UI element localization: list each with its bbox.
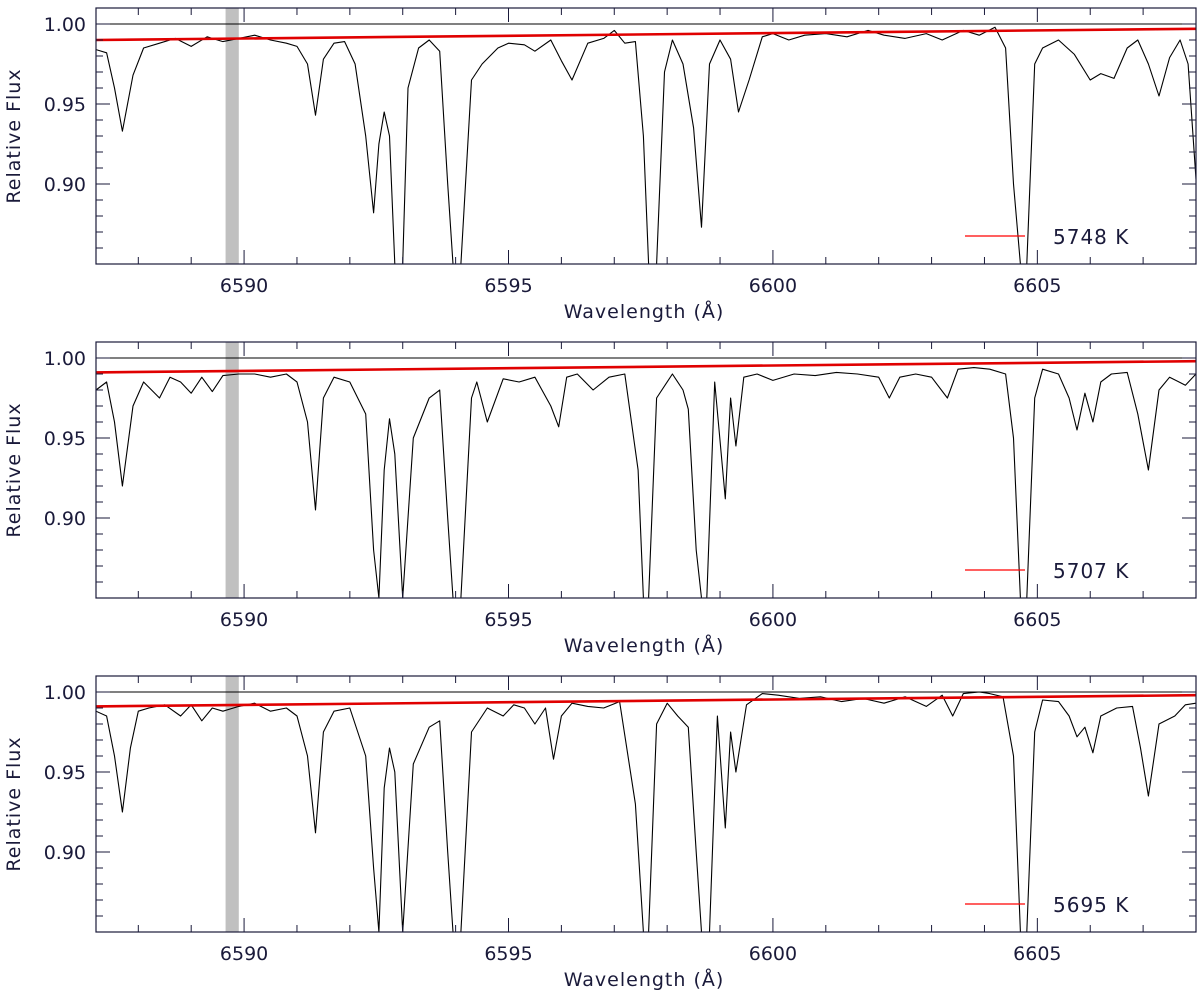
plot-frame — [95, 341, 1197, 599]
x-tick-label: 6595 — [484, 275, 532, 297]
y-tick-label: 0.90 — [44, 174, 86, 196]
y-tick-label: 1.00 — [44, 682, 86, 704]
x-axis-title: Wavelength (Å) — [564, 300, 725, 323]
shaded-band — [225, 8, 239, 264]
shaded-band — [225, 676, 239, 932]
x-axis-title: Wavelength (Å) — [564, 968, 725, 991]
y-axis-title: Relative Flux — [3, 736, 25, 871]
y-axis-title: Relative Flux — [3, 68, 25, 203]
x-tick-label: 6600 — [749, 943, 797, 965]
continuum-line — [96, 693, 1196, 708]
panel-2: 6590 6595 6600 6605 0.90 0.95 1.00 Wavelength (… — [3, 341, 1197, 657]
continuum-line — [96, 359, 1196, 374]
plot-frame — [95, 7, 1197, 265]
legend-label: 5707 K — [1053, 559, 1129, 583]
plot-area — [96, 8, 1196, 264]
panel-1: 6590 6595 6600 6605 0.90 0.95 1.00 Wavelength (… — [3, 7, 1197, 323]
y-tick-label: 1.00 — [44, 348, 86, 370]
x-tick-label: 6605 — [1013, 275, 1061, 297]
plot-area — [96, 342, 1196, 598]
x-tick-label: 6590 — [220, 275, 268, 297]
spectrum-line — [96, 367, 1196, 598]
x-tick-label: 6605 — [1013, 943, 1061, 965]
x-tick-label: 6595 — [484, 943, 532, 965]
continuum-line — [96, 27, 1196, 42]
x-axis-title: Wavelength (Å) — [564, 634, 725, 657]
y-tick-label: 0.95 — [44, 94, 86, 116]
y-tick-label: 0.90 — [44, 508, 86, 530]
legend-label: 5695 K — [1053, 893, 1129, 917]
x-tick-label: 6600 — [749, 609, 797, 631]
plot-area — [96, 676, 1196, 932]
x-tick-label: 6595 — [484, 609, 532, 631]
y-axis-title: Relative Flux — [3, 402, 25, 537]
shaded-band — [225, 342, 239, 598]
spectrum-line — [96, 26, 1196, 264]
x-tick-label: 6600 — [749, 275, 797, 297]
x-tick-label: 6605 — [1013, 609, 1061, 631]
x-tick-label: 6590 — [220, 943, 268, 965]
panel-3: 6590 6595 6600 6605 0.90 0.95 1.00 Wavelength (… — [3, 675, 1197, 991]
plot-frame — [95, 675, 1197, 933]
y-tick-label: 0.95 — [44, 762, 86, 784]
legend-label: 5748 K — [1053, 225, 1129, 249]
spectrum-line — [96, 691, 1196, 932]
y-tick-label: 1.00 — [44, 14, 86, 36]
x-tick-label: 6590 — [220, 609, 268, 631]
y-tick-label: 0.95 — [44, 428, 86, 450]
y-tick-label: 0.90 — [44, 842, 86, 864]
